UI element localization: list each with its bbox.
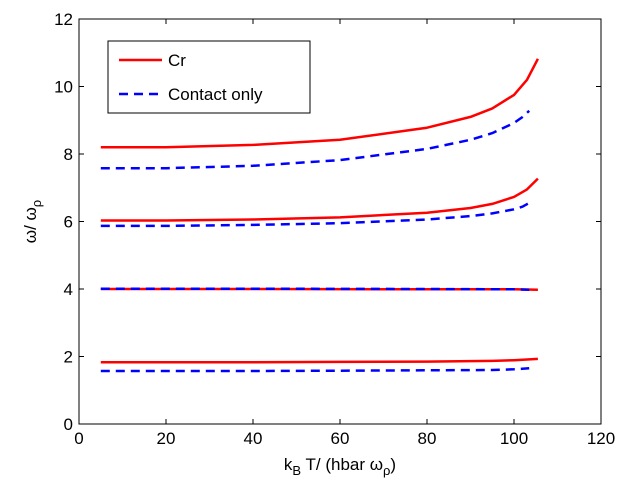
ticks-layer: 0 20 40 60 80 100 120 0 2 4 6 8 10 12 — [54, 10, 615, 448]
series-line-contact-only — [100, 367, 530, 373]
x-tick-label: 120 — [587, 429, 615, 448]
series-layer — [100, 58, 540, 373]
y-tick-label: 12 — [54, 10, 73, 29]
x-tick-label: 60 — [331, 429, 350, 448]
series-line-contact-only — [100, 287, 530, 291]
x-axis-title-rest: T/ (hbar ω — [301, 455, 383, 474]
y-axis-title-main: ω/ ω — [21, 207, 40, 243]
series-line-cr — [100, 58, 540, 149]
y-tick-label: 0 — [64, 415, 73, 434]
x-axis-title-main: k — [284, 455, 293, 474]
y-tick-label: 6 — [64, 213, 73, 232]
legend: Cr Contact only — [107, 40, 311, 114]
x-tick-label: 40 — [244, 429, 263, 448]
x-axis-title-sub: B — [292, 463, 301, 478]
x-axis-title-sub2: ρ — [383, 463, 390, 478]
y-axis-title: ω/ ωρ — [21, 200, 44, 243]
y-tick-label: 2 — [64, 348, 73, 367]
series-line-contact-only — [100, 109, 531, 170]
series-line-cr — [100, 177, 539, 222]
legend-box — [107, 40, 311, 114]
x-tick-label: 20 — [157, 429, 176, 448]
x-tick-label: 80 — [418, 429, 437, 448]
y-tick-label: 10 — [54, 78, 73, 97]
x-tick-label: 0 — [74, 429, 83, 448]
y-tick-label: 4 — [64, 280, 73, 299]
legend-label-cr: Cr — [168, 51, 186, 70]
x-axis-title: kB T/ (hbar ωρ) — [284, 455, 396, 478]
series-line-contact-only — [100, 201, 530, 228]
x-tick-label: 100 — [500, 429, 528, 448]
legend-label-contact-only: Contact only — [168, 85, 263, 104]
x-axis-title-end: ) — [390, 455, 396, 474]
series-line-cr — [100, 357, 538, 364]
y-axis-title-sub: ρ — [29, 200, 44, 207]
y-tick-label: 8 — [64, 145, 73, 164]
